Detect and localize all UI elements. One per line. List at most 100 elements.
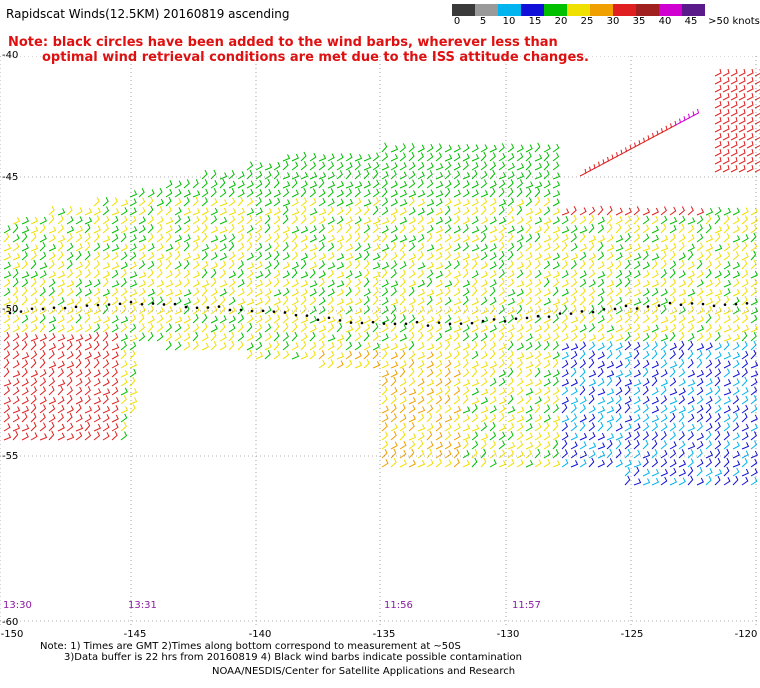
wind-barb xyxy=(606,280,615,288)
legend-label-6: 30 xyxy=(606,16,620,27)
legend-label-3: 15 xyxy=(528,16,542,27)
qc-circle xyxy=(118,302,122,306)
wind-barb xyxy=(624,233,631,243)
wind-barb xyxy=(336,352,345,360)
wind-barb xyxy=(219,322,226,333)
wind-barb xyxy=(633,214,640,225)
wind-barb xyxy=(588,314,596,324)
wind-barb xyxy=(732,270,741,279)
wind-barb xyxy=(435,395,443,405)
wind-barb xyxy=(516,324,524,333)
qc-circle xyxy=(206,306,210,309)
wind-barb xyxy=(102,224,109,234)
wind-barb xyxy=(327,198,335,207)
wind-barb xyxy=(291,342,299,351)
wind-barb xyxy=(444,197,452,207)
wind-barb xyxy=(750,242,758,252)
wind-barb xyxy=(489,324,497,333)
wind-barb xyxy=(363,224,371,234)
wind-barb xyxy=(228,287,235,297)
wind-barb xyxy=(561,208,570,216)
wind-barb xyxy=(606,261,614,270)
wind-barb xyxy=(579,421,586,432)
wind-barb xyxy=(399,378,407,387)
wind-barb xyxy=(489,252,497,261)
wind-barb xyxy=(147,315,155,324)
wind-barb xyxy=(201,169,208,180)
wind-barb xyxy=(48,214,55,225)
wind-barb xyxy=(246,298,255,306)
wind-barb xyxy=(543,369,552,378)
wind-barb xyxy=(642,251,649,261)
wind-barb xyxy=(399,277,406,288)
wind-barb xyxy=(390,198,398,207)
wind-barb xyxy=(255,323,263,333)
wind-barb xyxy=(507,289,516,297)
wind-barb xyxy=(642,207,651,216)
wind-barb xyxy=(417,342,425,351)
wind-barb xyxy=(687,224,695,234)
wind-barb xyxy=(84,351,92,360)
wind-barb xyxy=(615,252,623,261)
wind-barb xyxy=(417,233,425,243)
wind-barb xyxy=(543,404,551,414)
legend-swatch-9 xyxy=(659,4,682,16)
wind-barb xyxy=(399,261,407,270)
wind-barb xyxy=(300,243,308,252)
wind-barb xyxy=(84,233,91,243)
wind-barb xyxy=(606,340,613,351)
wind-barb xyxy=(435,163,444,171)
wind-barb xyxy=(722,164,730,173)
wind-barb xyxy=(39,349,46,360)
wind-barb xyxy=(525,259,532,270)
wind-barb xyxy=(687,243,695,252)
wind-barb xyxy=(21,405,30,414)
wind-barb xyxy=(201,260,209,270)
wind-barb xyxy=(480,261,488,270)
wind-barb xyxy=(552,439,559,450)
qc-circle xyxy=(382,322,386,325)
wind-barb xyxy=(102,414,110,423)
wind-barb xyxy=(543,351,552,360)
wind-barb xyxy=(633,369,641,378)
wind-barb xyxy=(741,376,748,387)
lon-label-120: -120 xyxy=(734,629,758,640)
wind-barb xyxy=(651,341,658,351)
wind-barb xyxy=(525,181,534,189)
wind-barb xyxy=(336,223,343,234)
qc-circle xyxy=(558,312,562,315)
wind-barb xyxy=(21,332,29,342)
wind-barb xyxy=(597,251,605,261)
wind-barb xyxy=(453,441,461,450)
wind-barb xyxy=(642,396,650,405)
wind-barb xyxy=(102,295,109,306)
wind-barb xyxy=(417,297,425,306)
wind-barb xyxy=(48,332,56,342)
wind-barb xyxy=(426,343,435,351)
wind-barb xyxy=(552,449,559,459)
wind-barb xyxy=(633,224,641,234)
wind-barb xyxy=(309,261,318,270)
wind-barb xyxy=(219,188,227,198)
wind-barb xyxy=(255,288,263,297)
wind-barb xyxy=(102,270,110,279)
wind-barb xyxy=(210,268,217,279)
wind-barb xyxy=(66,287,74,297)
wind-barb xyxy=(75,250,82,261)
wind-barb xyxy=(282,242,289,252)
wind-barb xyxy=(669,314,677,324)
wind-barb xyxy=(678,378,686,387)
wind-barb xyxy=(417,144,425,153)
wind-barb xyxy=(507,216,515,225)
wind-barb xyxy=(606,406,615,414)
wind-barb xyxy=(570,449,578,459)
wind-barb xyxy=(462,143,470,153)
wind-barb xyxy=(543,144,551,153)
wind-barb xyxy=(3,404,11,414)
wind-barb xyxy=(714,440,722,450)
wind-barb xyxy=(588,442,597,450)
wind-barb xyxy=(669,323,677,333)
wind-barb xyxy=(66,386,73,396)
wind-barb xyxy=(390,361,399,369)
wind-barb xyxy=(345,287,352,297)
